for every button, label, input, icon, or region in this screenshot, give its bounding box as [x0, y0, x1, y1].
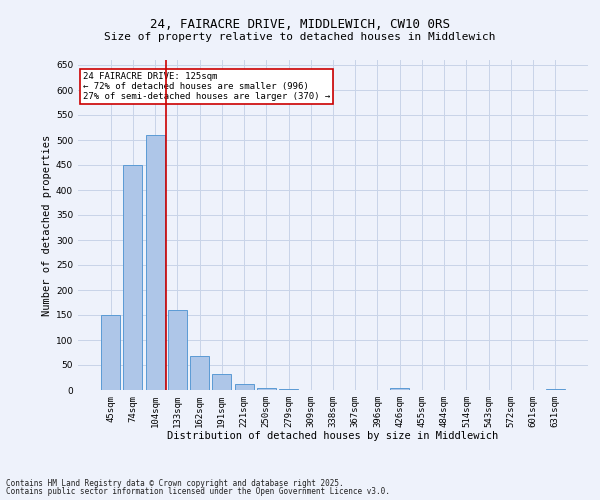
Bar	[212, 374, 231, 390]
Bar	[279, 388, 298, 390]
Bar	[235, 384, 254, 390]
Y-axis label: Number of detached properties: Number of detached properties	[42, 134, 52, 316]
Bar	[101, 315, 120, 390]
Bar	[146, 135, 164, 390]
X-axis label: Distribution of detached houses by size in Middlewich: Distribution of detached houses by size …	[167, 432, 499, 442]
Bar	[390, 388, 409, 390]
Text: 24, FAIRACRE DRIVE, MIDDLEWICH, CW10 0RS: 24, FAIRACRE DRIVE, MIDDLEWICH, CW10 0RS	[150, 18, 450, 30]
Text: Size of property relative to detached houses in Middlewich: Size of property relative to detached ho…	[104, 32, 496, 42]
Bar	[546, 388, 565, 390]
Text: Contains public sector information licensed under the Open Government Licence v3: Contains public sector information licen…	[6, 487, 390, 496]
Text: Contains HM Land Registry data © Crown copyright and database right 2025.: Contains HM Land Registry data © Crown c…	[6, 478, 344, 488]
Bar	[124, 165, 142, 390]
Text: 24 FAIRACRE DRIVE: 125sqm
← 72% of detached houses are smaller (996)
27% of semi: 24 FAIRACRE DRIVE: 125sqm ← 72% of detac…	[83, 72, 331, 102]
Bar	[190, 356, 209, 390]
Bar	[168, 310, 187, 390]
Bar	[257, 388, 276, 390]
